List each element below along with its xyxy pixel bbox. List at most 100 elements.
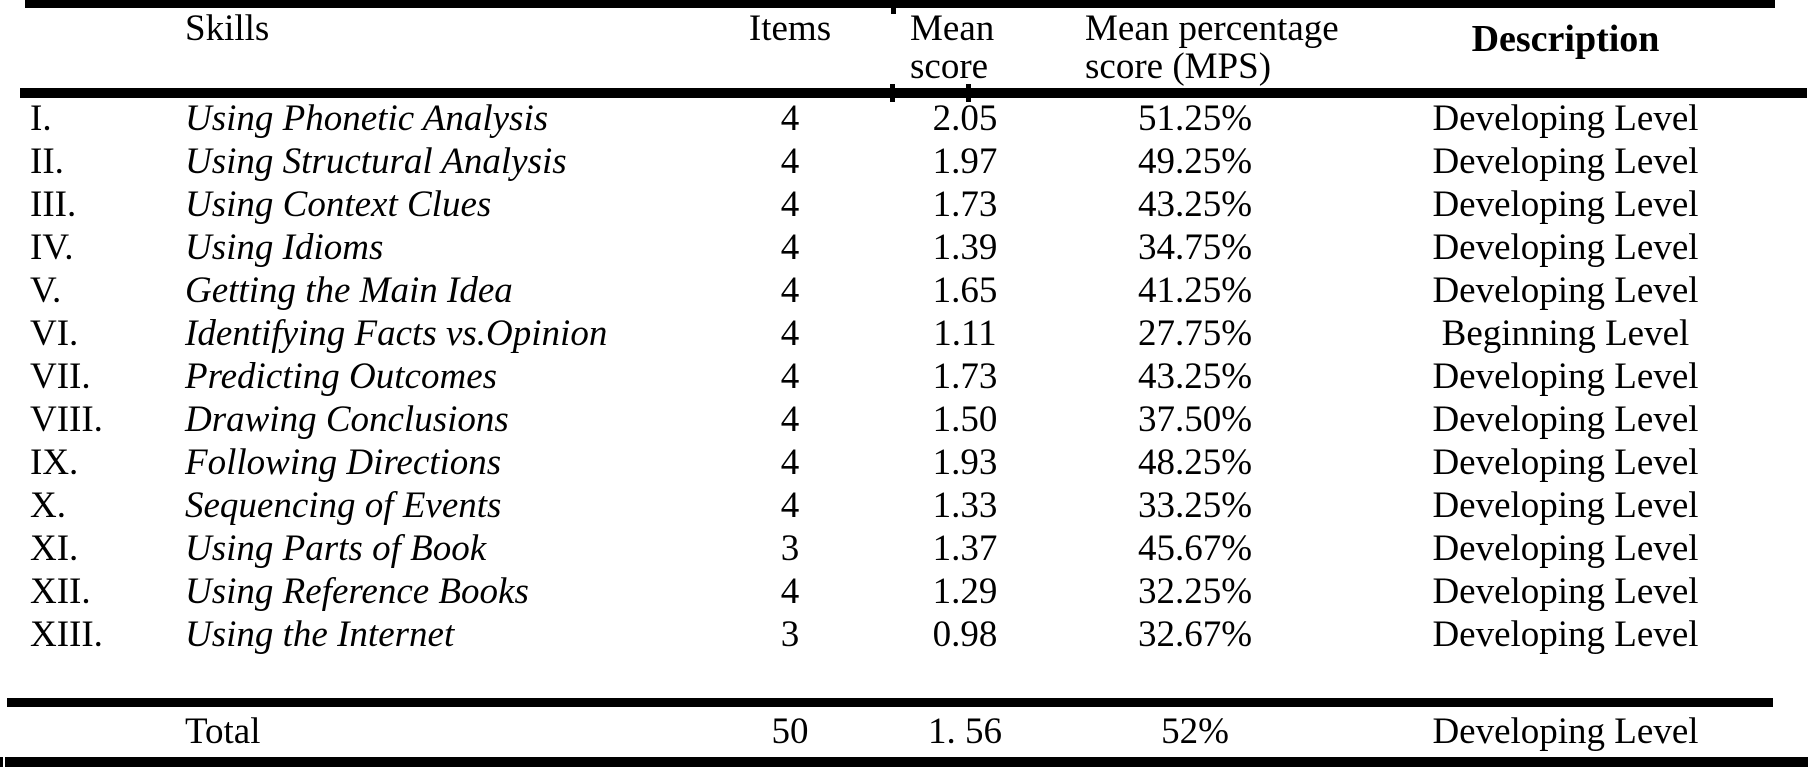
row-description: Developing Level: [1432, 227, 1699, 268]
row-numeral: IV.: [30, 227, 74, 268]
row-mps: 32.25%: [1137, 571, 1253, 612]
table-body: I. Using Phonetic Analysis 4 2.05 51.25%…: [0, 97, 1811, 656]
row-description: Developing Level: [1432, 98, 1699, 139]
row-mps: 27.75%: [1137, 313, 1253, 354]
row-mps: 34.75%: [1137, 227, 1253, 268]
row-numeral: III.: [30, 184, 77, 225]
row-description: Developing Level: [1432, 356, 1699, 397]
row-numeral: IX.: [30, 442, 79, 483]
row-numeral: II.: [30, 141, 64, 182]
total-numeral-spacer: [30, 707, 160, 757]
row-skill: Drawing Conclusions: [185, 399, 509, 440]
table-row: X. Sequencing of Events 4 1.33 33.25% De…: [0, 484, 1811, 527]
table-row: XIII. Using the Internet 3 0.98 32.67% D…: [0, 613, 1811, 656]
row-skill: Predicting Outcomes: [185, 356, 498, 397]
total-mean-score: 1. 56: [928, 711, 1002, 752]
row-mps: 51.25%: [1137, 98, 1253, 139]
row-numeral: XI.: [30, 528, 79, 569]
row-mean-score: 1.37: [932, 528, 998, 569]
row-numeral: VII.: [30, 356, 91, 397]
table-row: XI. Using Parts of Book 3 1.37 45.67% De…: [0, 527, 1811, 570]
table-row: II. Using Structural Analysis 4 1.97 49.…: [0, 140, 1811, 183]
row-numeral: XIII.: [30, 614, 103, 655]
row-items: 4: [780, 442, 800, 483]
row-numeral: XII.: [30, 571, 91, 612]
row-description: Beginning Level: [1441, 313, 1690, 354]
border-artifact-tick: [890, 84, 895, 102]
row-description: Developing Level: [1432, 270, 1699, 311]
border-artifact-tick: [966, 84, 971, 102]
row-skill: Following Directions: [185, 442, 502, 483]
row-skill: Getting the Main Idea: [185, 270, 513, 311]
row-mps: 41.25%: [1137, 270, 1253, 311]
row-mean-score: 2.05: [932, 98, 998, 139]
table-row: XII. Using Reference Books 4 1.29 32.25%…: [0, 570, 1811, 613]
table-top-border: [25, 0, 1775, 8]
column-header-items: Items: [748, 10, 832, 49]
row-items: 4: [780, 98, 800, 139]
table-row: IX. Following Directions 4 1.93 48.25% D…: [0, 441, 1811, 484]
row-mps: 48.25%: [1137, 442, 1253, 483]
row-mps: 43.25%: [1137, 356, 1253, 397]
row-mps: 33.25%: [1137, 485, 1253, 526]
column-header-numeral-spacer: [30, 10, 160, 86]
row-items: 4: [780, 270, 800, 311]
border-artifact-tick: [0, 757, 3, 767]
row-numeral: X.: [30, 485, 66, 526]
row-description: Developing Level: [1432, 442, 1699, 483]
row-mean-score: 1.29: [932, 571, 998, 612]
table-row: VI. Identifying Facts vs.Opinion 4 1.11 …: [0, 312, 1811, 355]
row-mean-score: 1.73: [932, 184, 998, 225]
total-description: Developing Level: [1432, 711, 1699, 752]
border-artifact-tick: [891, 0, 896, 14]
row-mean-score: 1.65: [932, 270, 998, 311]
row-description: Developing Level: [1432, 141, 1699, 182]
row-mps: 43.25%: [1137, 184, 1253, 225]
row-description: Developing Level: [1432, 485, 1699, 526]
row-mean-score: 1.93: [932, 442, 998, 483]
table-bottom-border: [5, 757, 1808, 767]
table-row: VIII. Drawing Conclusions 4 1.50 37.50% …: [0, 398, 1811, 441]
row-items: 3: [780, 528, 800, 569]
table-total-row: Total 50 1. 56 52% Developing Level: [0, 707, 1811, 757]
row-skill: Using Structural Analysis: [185, 141, 567, 182]
column-header-mps-line1: Mean percentage: [1085, 10, 1339, 49]
row-mean-score: 1.97: [932, 141, 998, 182]
row-items: 4: [780, 399, 800, 440]
row-mps: 45.67%: [1137, 528, 1253, 569]
column-header-mean-score-line1: Mean: [910, 10, 995, 49]
table-row: IV. Using Idioms 4 1.39 34.75% Developin…: [0, 226, 1811, 269]
total-items: 50: [771, 711, 809, 752]
total-label: Total: [185, 711, 261, 752]
row-skill: Sequencing of Events: [185, 485, 502, 526]
table-pre-total-border: [7, 698, 1773, 707]
row-mean-score: 1.39: [932, 227, 998, 268]
row-skill: Using Idioms: [185, 227, 384, 268]
row-items: 4: [780, 141, 800, 182]
row-numeral: I.: [30, 98, 52, 139]
column-header-description: Description: [1471, 18, 1660, 60]
column-header-mps-line2: score (MPS): [1085, 46, 1272, 86]
row-items: 4: [780, 184, 800, 225]
table-row: I. Using Phonetic Analysis 4 2.05 51.25%…: [0, 97, 1811, 140]
table-row: III. Using Context Clues 4 1.73 43.25% D…: [0, 183, 1811, 226]
row-numeral: V.: [30, 270, 62, 311]
column-header-mean-score-line2: score: [910, 46, 989, 86]
table-row: VII. Predicting Outcomes 4 1.73 43.25% D…: [0, 355, 1811, 398]
row-description: Developing Level: [1432, 571, 1699, 612]
row-description: Developing Level: [1432, 184, 1699, 225]
row-description: Developing Level: [1432, 614, 1699, 655]
table-row: V. Getting the Main Idea 4 1.65 41.25% D…: [0, 269, 1811, 312]
row-items: 4: [780, 571, 800, 612]
row-mps: 37.50%: [1137, 399, 1253, 440]
column-header-skills: Skills: [185, 10, 270, 49]
column-header-mps: Mean percentage score (MPS): [1030, 10, 1360, 86]
row-skill: Using the Internet: [185, 614, 455, 655]
row-skill: Identifying Facts vs.Opinion: [185, 313, 608, 354]
row-mean-score: 1.73: [932, 356, 998, 397]
total-mps: 52%: [1161, 711, 1229, 752]
row-items: 4: [780, 227, 800, 268]
table-header-border: [20, 88, 1807, 98]
row-skill: Using Phonetic Analysis: [185, 98, 549, 139]
